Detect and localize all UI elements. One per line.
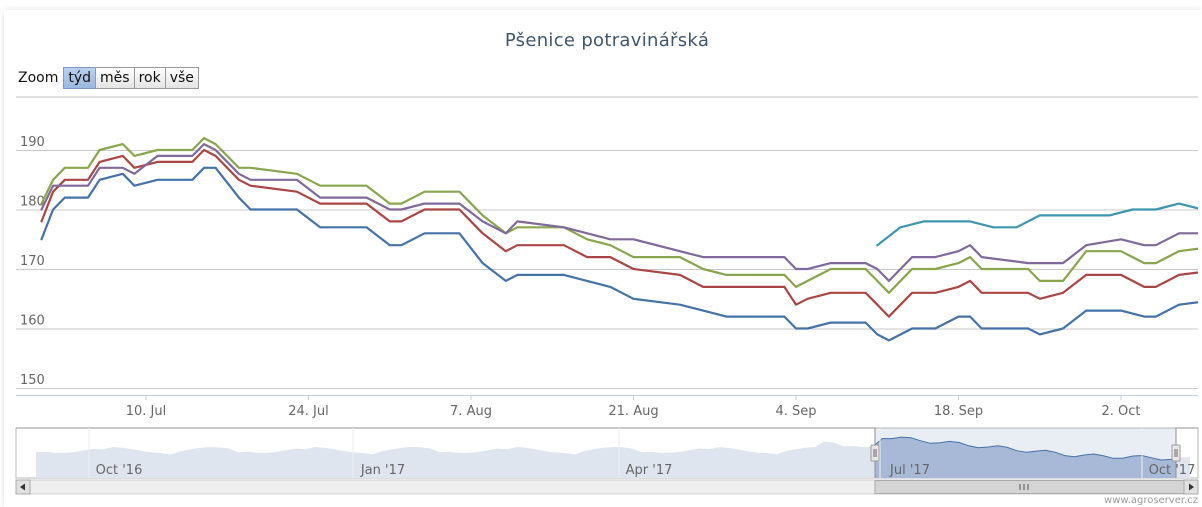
navigator-right-handle[interactable] bbox=[1171, 444, 1181, 462]
navigator-date-label: Oct '17 bbox=[1149, 463, 1196, 478]
scroll-left-arrow-icon bbox=[20, 483, 25, 491]
x-tick-label: 18. Sep bbox=[934, 404, 983, 419]
chart-card bbox=[4, 10, 1202, 507]
navigator-date-label: Apr '17 bbox=[626, 463, 673, 478]
x-tick-label: 2. Oct bbox=[1101, 404, 1140, 419]
series-line-2 bbox=[40, 148, 1198, 318]
x-tick-label: 24. Jul bbox=[288, 404, 329, 419]
navigator-left-handle[interactable] bbox=[870, 444, 880, 462]
navigator-series-line bbox=[875, 436, 1176, 461]
scrollbar-thumb[interactable] bbox=[874, 480, 1188, 494]
y-tick-label: 170 bbox=[20, 254, 45, 269]
series-group bbox=[40, 137, 1198, 342]
navigator-date-label: Jan '17 bbox=[360, 463, 405, 478]
y-tick-label: 180 bbox=[20, 195, 45, 210]
zoom-label: Zoom bbox=[18, 70, 59, 86]
navigator-date-label: Oct '16 bbox=[96, 463, 143, 478]
y-tick-label: 150 bbox=[20, 373, 45, 388]
watermark: www.agroserver.cz bbox=[1104, 495, 1198, 506]
zoom-all-button[interactable]: vše bbox=[164, 67, 199, 89]
y-tick-label: 190 bbox=[20, 135, 45, 150]
x-tick-label: 7. Aug bbox=[450, 404, 492, 419]
series-line-3 bbox=[40, 137, 1198, 294]
chart-title: Pšenice potravinářská bbox=[504, 30, 710, 51]
series-line-1 bbox=[40, 166, 1198, 342]
navigator-selected-area bbox=[875, 437, 1176, 478]
x-tick-label: 21. Aug bbox=[608, 404, 658, 419]
series-line-4 bbox=[40, 143, 1198, 282]
x-tick-label: 4. Sep bbox=[775, 404, 816, 419]
navigator-date-label: Jul '17 bbox=[889, 463, 930, 478]
scroll-right-arrow-icon bbox=[1189, 483, 1194, 491]
series-line-5 bbox=[876, 202, 1198, 247]
zoom-month-button[interactable]: měs bbox=[95, 67, 135, 89]
zoom-selector: Zoom týd měs rok vše bbox=[18, 67, 199, 89]
x-tick-label: 10. Jul bbox=[126, 404, 167, 419]
y-tick-label: 160 bbox=[20, 314, 45, 329]
zoom-year-button[interactable]: rok bbox=[133, 67, 166, 89]
